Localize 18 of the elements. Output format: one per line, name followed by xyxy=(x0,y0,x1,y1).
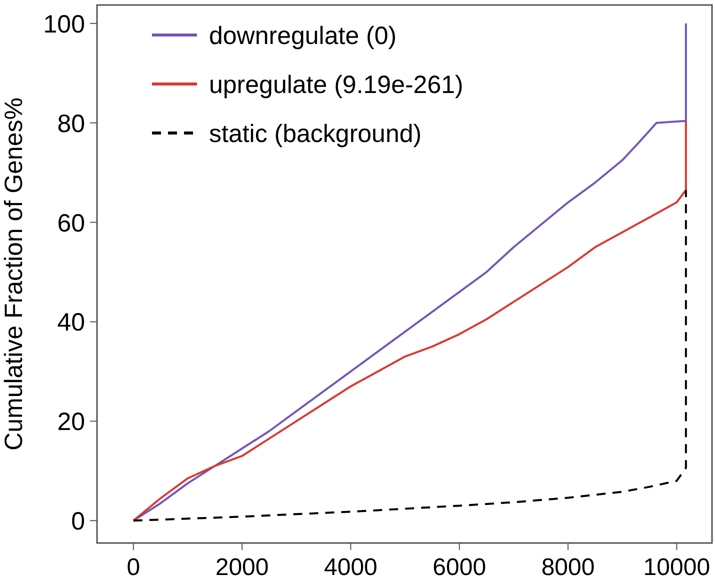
y-tick-label: 20 xyxy=(57,408,85,436)
x-tick-label: 0 xyxy=(126,554,140,581)
y-tick-label: 80 xyxy=(57,110,85,138)
x-tick-label: 8000 xyxy=(541,554,595,581)
line-series xyxy=(132,120,687,522)
y-axis-title: Cumulative Fraction of Genes% xyxy=(0,98,28,450)
x-tick-label: 2000 xyxy=(215,554,269,581)
line-series xyxy=(132,188,687,522)
legend-label: upregulate (9.19e-261) xyxy=(209,71,464,99)
x-tick-label: 4000 xyxy=(324,554,378,581)
legend-label: static (background) xyxy=(209,120,422,148)
y-tick-label: 40 xyxy=(57,308,85,337)
y-tick-label: 60 xyxy=(57,209,85,238)
x-tick-label: 10000 xyxy=(643,554,710,581)
y-tick-label: 0 xyxy=(71,508,85,536)
x-tick-label: 6000 xyxy=(432,554,486,581)
legend-label: downregulate (0) xyxy=(209,22,397,50)
y-tick-label: 100 xyxy=(43,10,85,38)
